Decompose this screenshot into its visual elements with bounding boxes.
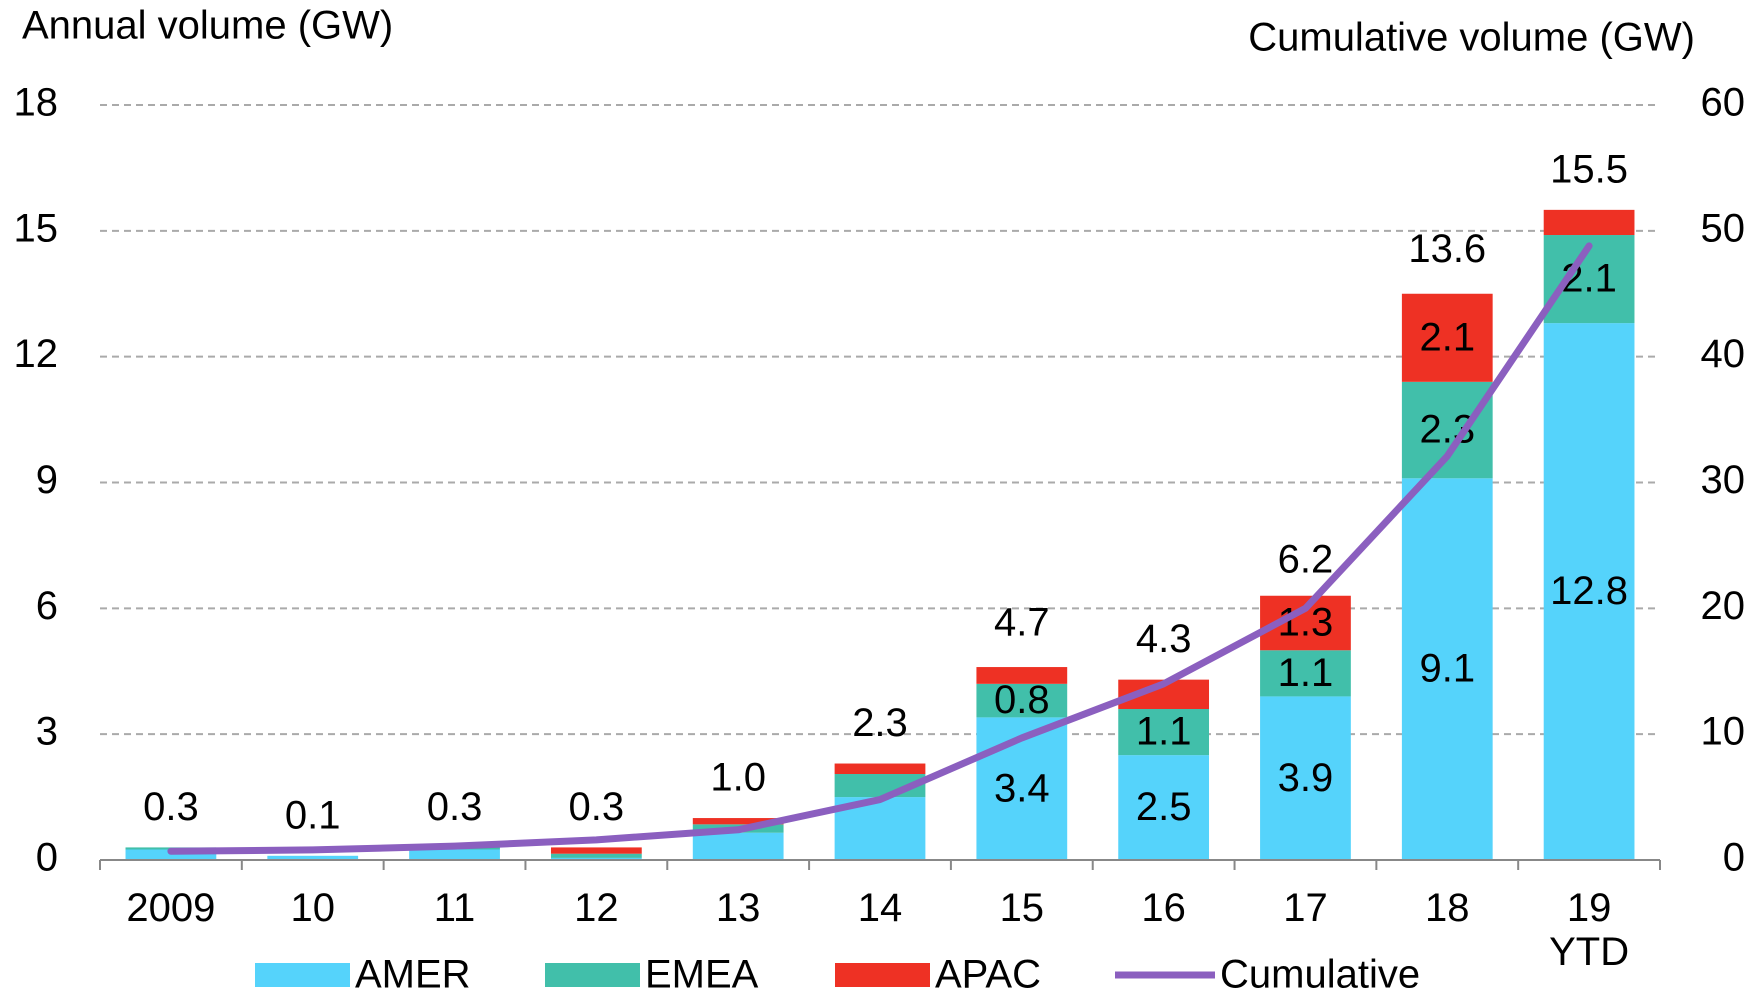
- bar-segment: [834, 763, 926, 775]
- cumulative-line: [167, 242, 1593, 855]
- segment-label: 9.1: [1419, 647, 1475, 691]
- y-axis-title: Annual volume (GW): [22, 4, 393, 48]
- bar-segment: [550, 853, 642, 858]
- x-tick-label: 19 YTD: [1549, 886, 1630, 974]
- bar-segment: [1401, 478, 1493, 860]
- y-tick-label: 12: [14, 332, 59, 376]
- segment-label: 3.4: [994, 766, 1050, 810]
- y-tick-label: 15: [14, 206, 59, 250]
- y2-tick-label: 50: [1701, 206, 1746, 250]
- bar-segment: [692, 818, 784, 825]
- bar-segment: [976, 683, 1068, 718]
- total-label: 4.3: [1136, 617, 1192, 661]
- bar-segment: [409, 849, 500, 860]
- y2-tick-label: 20: [1701, 584, 1746, 628]
- bar-segment: [267, 855, 359, 860]
- total-label: 2.3: [852, 701, 908, 745]
- legend-label: EMEA: [645, 953, 759, 996]
- total-label: 15.5: [1550, 147, 1628, 191]
- x-tick-label: 18: [1425, 886, 1470, 930]
- bar-segment: [550, 857, 642, 860]
- bar-segment: [1401, 293, 1493, 382]
- x-tick-label: 13: [715, 886, 761, 930]
- x-tick-label: 15: [999, 886, 1045, 930]
- total-label: 1.0: [710, 756, 766, 800]
- bar-segment: [1401, 381, 1493, 479]
- bar-segment: [976, 667, 1068, 684]
- total-label: 0.3: [569, 785, 625, 829]
- bar-segment: [692, 832, 784, 860]
- segment-label: 1.1: [1136, 710, 1192, 754]
- bar-segment: [1118, 755, 1210, 860]
- y2-axis-title: Cumulative volume (GW): [1248, 16, 1695, 60]
- total-label: 0.3: [143, 785, 199, 829]
- y2-tick-label: 60: [1701, 81, 1746, 125]
- legend-label: Cumulative: [1220, 953, 1420, 996]
- legend-label: AMER: [355, 953, 471, 996]
- legend-swatch: [255, 963, 350, 987]
- bar-segment: [1260, 696, 1351, 860]
- segment-label: 0.8: [994, 678, 1050, 722]
- y-tick-label: 18: [14, 81, 59, 125]
- segment-label: 2.5: [1136, 785, 1192, 829]
- segment-label: 3.9: [1278, 756, 1334, 800]
- y2-tick-label: 40: [1701, 332, 1746, 376]
- legend-swatch: [835, 963, 930, 987]
- y-tick-label: 6: [36, 584, 58, 628]
- y2-tick-label: 30: [1701, 458, 1746, 502]
- y-tick-label: 3: [36, 710, 58, 754]
- total-label: 13.6: [1408, 227, 1486, 271]
- y2-tick-label: 0: [1723, 836, 1745, 880]
- y-tick-label: 9: [36, 458, 58, 502]
- legend-label: APAC: [935, 953, 1041, 996]
- x-tick-label: 14: [857, 886, 903, 930]
- x-tick-label: 2009: [126, 886, 216, 930]
- bar-segment: [125, 849, 217, 860]
- bar-segment: [1118, 709, 1210, 756]
- segment-label: 1.1: [1278, 651, 1334, 695]
- bar-segment: [1543, 323, 1635, 861]
- bar-segment: [550, 847, 642, 854]
- legend-swatch: [545, 963, 640, 987]
- total-label: 6.2: [1278, 538, 1334, 582]
- x-tick-label: 17: [1283, 886, 1328, 930]
- total-label: 0.1: [285, 793, 341, 837]
- x-tick-label: 10: [290, 886, 335, 930]
- segment-label: 12.8: [1550, 569, 1628, 613]
- x-tick-label: 16: [1141, 886, 1186, 930]
- y2-tick-label: 10: [1701, 710, 1746, 754]
- total-label: 4.7: [994, 600, 1050, 644]
- y-tick-label: 0: [36, 836, 58, 880]
- segment-label: 2.1: [1419, 315, 1475, 359]
- x-tick-label: 12: [574, 886, 619, 930]
- bar-segment: [1260, 650, 1351, 697]
- bar-segment: [1543, 209, 1635, 236]
- x-tick-label: 11: [433, 886, 476, 930]
- total-label: 0.3: [427, 785, 483, 829]
